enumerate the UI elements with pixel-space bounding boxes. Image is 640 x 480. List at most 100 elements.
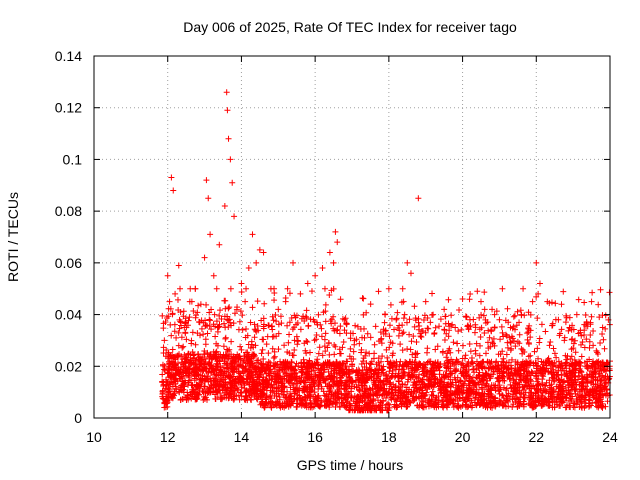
data-point-peak — [312, 272, 319, 279]
data-point — [473, 390, 480, 397]
data-point — [597, 388, 604, 395]
data-point — [405, 372, 412, 379]
data-point — [228, 365, 235, 372]
data-point — [304, 394, 311, 401]
data-point — [422, 391, 429, 398]
data-point — [378, 370, 385, 377]
data-point — [311, 360, 318, 367]
data-point — [385, 407, 392, 414]
data-point — [260, 325, 267, 332]
data-point — [487, 343, 494, 350]
data-point — [579, 338, 586, 345]
data-point — [336, 350, 343, 357]
data-point — [179, 356, 186, 363]
data-point — [328, 287, 335, 294]
data-point — [242, 389, 249, 396]
data-point — [585, 364, 592, 371]
data-point — [203, 301, 210, 308]
data-point — [290, 352, 297, 359]
data-point — [586, 356, 593, 363]
data-point — [330, 325, 337, 332]
data-point — [493, 308, 500, 315]
data-point — [167, 321, 174, 328]
data-point — [286, 319, 293, 326]
data-point — [386, 322, 393, 329]
data-point — [391, 326, 398, 333]
data-point — [435, 393, 442, 400]
data-point — [446, 345, 453, 352]
y-tick-label: 0.06 — [55, 255, 82, 271]
data-point — [432, 380, 439, 387]
data-point — [175, 342, 182, 349]
data-point — [403, 362, 410, 369]
data-point — [467, 386, 474, 393]
data-point — [160, 381, 167, 388]
data-point — [169, 371, 176, 378]
data-point-peak — [192, 285, 199, 292]
data-point — [427, 319, 434, 326]
data-point — [586, 344, 593, 351]
data-point — [517, 307, 524, 314]
data-point-peak — [203, 177, 210, 184]
data-point — [376, 338, 383, 345]
data-point — [174, 352, 181, 359]
data-point — [225, 305, 232, 312]
data-point — [207, 389, 214, 396]
data-point — [331, 320, 338, 327]
data-point — [484, 339, 491, 346]
data-point — [558, 301, 565, 308]
data-point — [254, 323, 261, 330]
data-point — [266, 377, 273, 384]
data-point-peak — [242, 298, 249, 305]
data-point — [201, 348, 208, 355]
data-point — [321, 392, 328, 399]
data-point — [368, 374, 375, 381]
data-point — [500, 355, 507, 362]
data-point — [332, 404, 339, 411]
data-point — [339, 344, 346, 351]
data-point — [226, 319, 233, 326]
data-point — [160, 396, 167, 403]
data-point — [448, 370, 455, 377]
data-point — [220, 351, 227, 358]
data-point — [550, 378, 557, 385]
data-point — [579, 376, 586, 383]
data-point — [534, 387, 541, 394]
data-point — [499, 348, 506, 355]
data-point — [407, 358, 414, 365]
data-point — [455, 328, 462, 335]
data-point — [580, 396, 587, 403]
data-point — [504, 344, 511, 351]
data-point — [597, 339, 604, 346]
data-point-peak — [441, 306, 448, 313]
data-point — [413, 385, 420, 392]
data-point — [582, 311, 589, 318]
data-point — [520, 391, 527, 398]
data-point — [540, 373, 547, 380]
y-axis-ticks: 0 0.02 0.04 0.06 0.08 0.1 0.12 0.14 — [55, 48, 610, 426]
data-point — [177, 364, 184, 371]
data-point — [332, 343, 339, 350]
data-point — [258, 317, 265, 324]
data-point — [548, 369, 555, 376]
data-point — [411, 303, 418, 310]
data-point — [299, 369, 306, 376]
data-point — [159, 371, 166, 378]
data-point — [410, 397, 417, 404]
data-point — [312, 401, 319, 408]
data-point — [525, 326, 532, 333]
data-point — [329, 373, 336, 380]
data-point — [190, 308, 197, 315]
data-point — [342, 315, 349, 322]
data-point — [204, 330, 211, 337]
data-point-peak — [170, 187, 177, 194]
data-point — [516, 319, 523, 326]
data-point — [317, 321, 324, 328]
data-point — [240, 358, 247, 365]
data-point — [432, 324, 439, 331]
data-point — [182, 379, 189, 386]
data-point — [481, 330, 488, 337]
data-point — [425, 358, 432, 365]
data-point — [547, 339, 554, 346]
data-point — [337, 323, 344, 330]
